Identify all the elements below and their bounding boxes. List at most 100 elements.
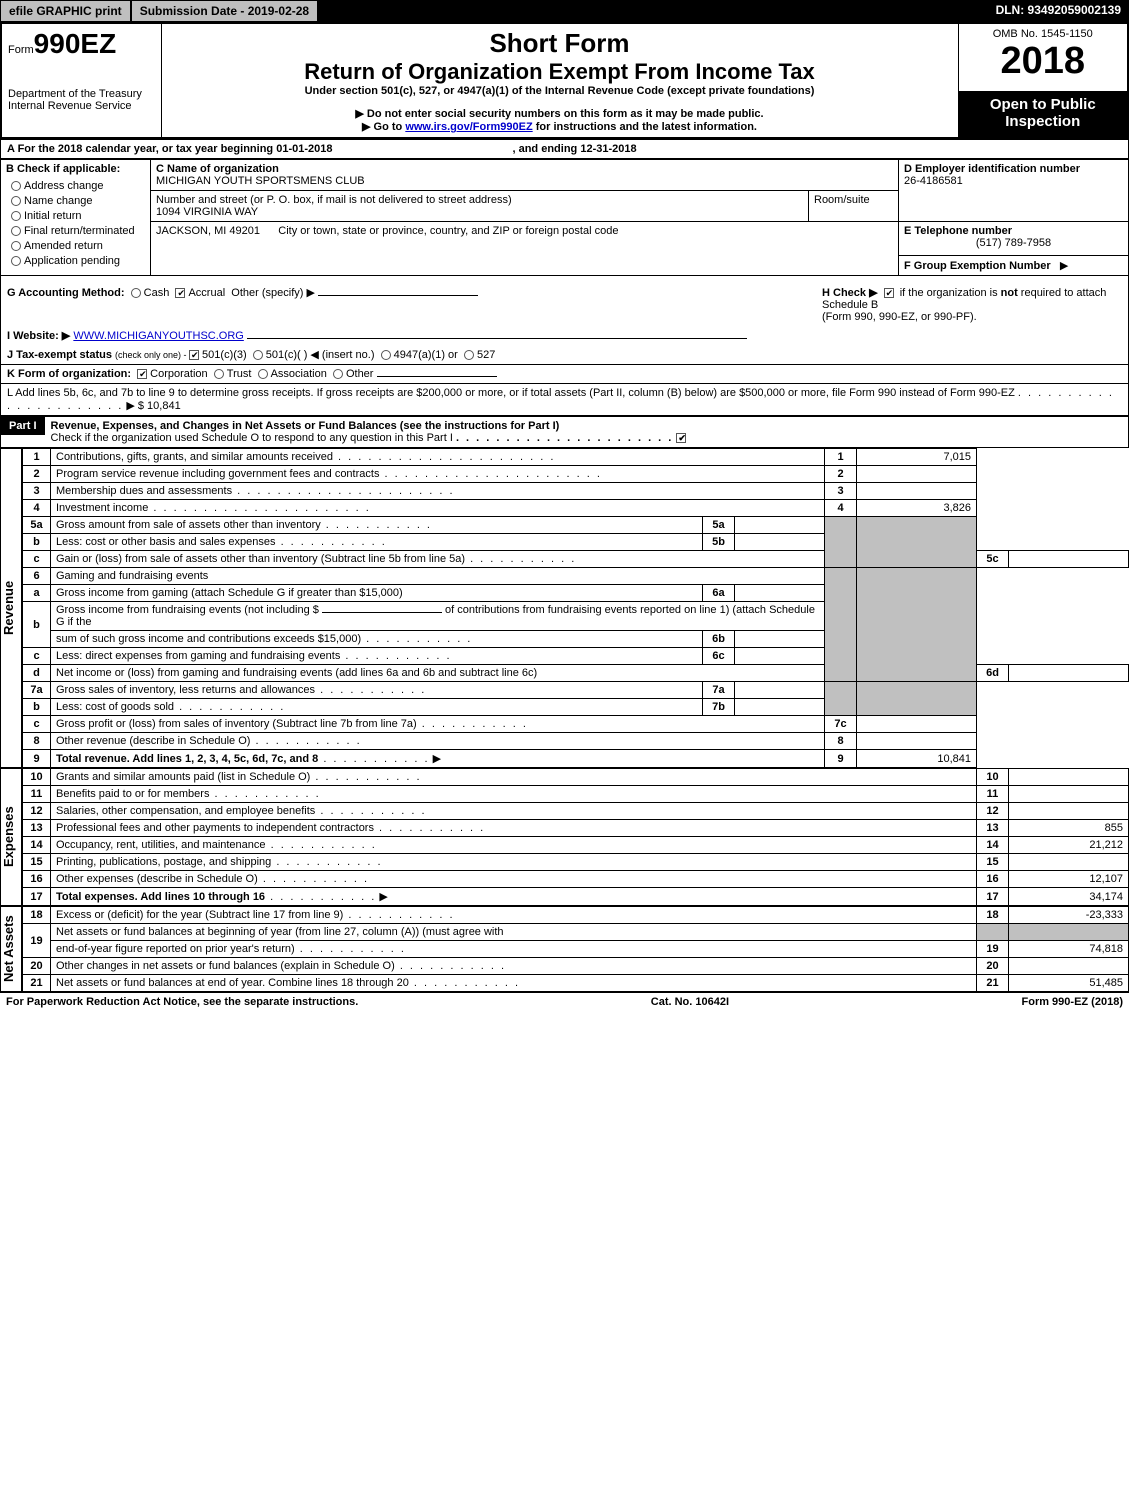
line-a-prefix: A For the 2018 calendar year, or tax yea… [7, 143, 276, 155]
check-final-return[interactable] [11, 226, 21, 236]
omb-number: OMB No. 1545-1150 [965, 28, 1122, 40]
status-4947-label: 4947(a)(1) or [394, 349, 458, 361]
part1-title: Revenue, Expenses, and Changes in Net As… [51, 420, 560, 432]
status-501c-label: 501(c)( ) ◀ (insert no.) [266, 349, 375, 361]
city-value: JACKSON, MI 49201 [156, 225, 260, 237]
line-14: 14Occupancy, rent, utilities, and mainte… [23, 837, 1129, 854]
org-other-label: Other [346, 368, 374, 380]
page-footer: For Paperwork Reduction Act Notice, see … [0, 992, 1129, 1011]
section-revenue-label: Revenue [0, 448, 22, 768]
irs-link[interactable]: www.irs.gov/Form990EZ [405, 121, 532, 133]
accounting-cash[interactable] [131, 288, 141, 298]
status-501c3[interactable] [189, 350, 199, 360]
addr-label: Number and street (or P. O. box, if mail… [156, 194, 512, 206]
ein-value: 26-4186581 [904, 175, 963, 187]
line-g-label: G Accounting Method: [7, 287, 125, 299]
line-8: 8 Other revenue (describe in Schedule O)… [23, 733, 1129, 750]
org-corp[interactable] [137, 369, 147, 379]
line-a-mid: , and ending [512, 143, 580, 155]
tax-year: 2018 [965, 40, 1122, 83]
status-501c3-label: 501(c)(3) [202, 349, 247, 361]
line-h-not: not [1001, 287, 1018, 299]
line-21: 21Net assets or fund balances at end of … [23, 975, 1129, 992]
line-13: 13Professional fees and other payments t… [23, 820, 1129, 837]
city-label: City or town, state or province, country… [278, 225, 618, 237]
check-initial-return-label: Initial return [24, 210, 81, 222]
line-a: A For the 2018 calendar year, or tax yea… [0, 139, 1129, 159]
section-netassets-label: Net Assets [0, 906, 22, 992]
org-assoc[interactable] [258, 369, 268, 379]
accounting-other-input[interactable] [318, 295, 478, 296]
open-to-public: Open to Public Inspection [958, 92, 1128, 138]
form-prefix: Form [8, 44, 34, 56]
irs-label: Internal Revenue Service [8, 100, 155, 112]
line-16: 16Other expenses (describe in Schedule O… [23, 871, 1129, 888]
website-link[interactable]: WWW.MICHIGANYOUTHSC.ORG [73, 330, 244, 342]
addr-value: 1094 VIRGINIA WAY [156, 206, 258, 218]
accounting-accrual-label: Accrual [188, 287, 225, 299]
line-k-label: K Form of organization: [7, 368, 131, 380]
check-name-change-label: Name change [24, 195, 93, 207]
submission-date-button[interactable]: Submission Date - 2019-02-28 [131, 0, 318, 22]
top-bar: efile GRAPHIC print Submission Date - 20… [0, 0, 1129, 22]
efile-print-button[interactable]: efile GRAPHIC print [0, 0, 131, 22]
status-501c[interactable] [253, 350, 263, 360]
part1-label: Part I [1, 417, 45, 435]
check-address-change-label: Address change [24, 180, 104, 192]
line-4: 4 Investment income 4 3,826 [23, 500, 1129, 517]
accounting-other-label: Other (specify) ▶ [231, 287, 315, 299]
line-h-checkbox[interactable] [884, 288, 894, 298]
check-application-pending-label: Application pending [24, 255, 120, 267]
dept-label: Department of the Treasury [8, 88, 155, 100]
line-a-begin: 01-01-2018 [276, 143, 332, 155]
footer-left: For Paperwork Reduction Act Notice, see … [6, 996, 358, 1008]
dln-label: DLN: 93492059002139 [988, 0, 1129, 22]
line-j-label: J Tax-exempt status [7, 349, 112, 361]
line-7a: 7a Gross sales of inventory, less return… [23, 682, 1129, 699]
status-527-label: 527 [477, 349, 495, 361]
line-i-label: I Website: ▶ [7, 330, 70, 342]
box-f-label: F Group Exemption Number [904, 260, 1051, 272]
form-header: Form990EZ Department of the Treasury Int… [0, 22, 1129, 139]
check-amended-return[interactable] [11, 241, 21, 251]
room-label: Room/suite [809, 191, 899, 222]
check-application-pending[interactable] [11, 256, 21, 266]
line-11: 11Benefits paid to or for members11 [23, 786, 1129, 803]
check-initial-return[interactable] [11, 211, 21, 221]
line-l-amount: ▶ $ 10,841 [126, 400, 180, 412]
form-number: 990EZ [34, 28, 117, 59]
check-address-change[interactable] [11, 181, 21, 191]
org-corp-label: Corporation [150, 368, 207, 380]
line-l-text: L Add lines 5b, 6c, and 7b to line 9 to … [7, 387, 1015, 399]
status-4947[interactable] [381, 350, 391, 360]
line-20: 20Other changes in net assets or fund ba… [23, 958, 1129, 975]
footer-mid: Cat. No. 10642I [651, 996, 729, 1008]
line-h-label: H Check ▶ [822, 287, 878, 299]
line-6: 6 Gaming and fundraising events [23, 568, 1129, 585]
line-19-2: end-of-year figure reported on prior yea… [23, 941, 1129, 958]
footer-right: Form 990-EZ (2018) [1022, 996, 1123, 1008]
subtitle: Under section 501(c), 527, or 4947(a)(1)… [168, 85, 952, 97]
goto-prefix: ▶ Go to [362, 121, 405, 133]
part1-header: Part I Revenue, Expenses, and Changes in… [0, 416, 1129, 448]
part1-schedule-o-checkbox[interactable] [676, 433, 686, 443]
accounting-accrual[interactable] [175, 288, 185, 298]
org-trust[interactable] [214, 369, 224, 379]
line-6b-input[interactable] [322, 612, 442, 613]
box-c-label: C Name of organization [156, 163, 279, 175]
line-a-end: 12-31-2018 [580, 143, 636, 155]
box-d-label: D Employer identification number [904, 163, 1080, 175]
line-12: 12Salaries, other compensation, and empl… [23, 803, 1129, 820]
line-3: 3 Membership dues and assessments 3 [23, 483, 1129, 500]
status-527[interactable] [464, 350, 474, 360]
line-17: 17Total expenses. Add lines 10 through 1… [23, 888, 1129, 906]
entity-info: B Check if applicable: Address change Na… [0, 159, 1129, 276]
check-final-return-label: Final return/terminated [24, 225, 135, 237]
box-f-arrow: ▶ [1060, 260, 1068, 272]
line-18: 18Excess or (deficit) for the year (Subt… [23, 907, 1129, 924]
ssn-warning: ▶ Do not enter social security numbers o… [168, 107, 952, 120]
line-5a: 5a Gross amount from sale of assets othe… [23, 517, 1129, 534]
org-other[interactable] [333, 369, 343, 379]
check-name-change[interactable] [11, 196, 21, 206]
accounting-cash-label: Cash [144, 287, 170, 299]
